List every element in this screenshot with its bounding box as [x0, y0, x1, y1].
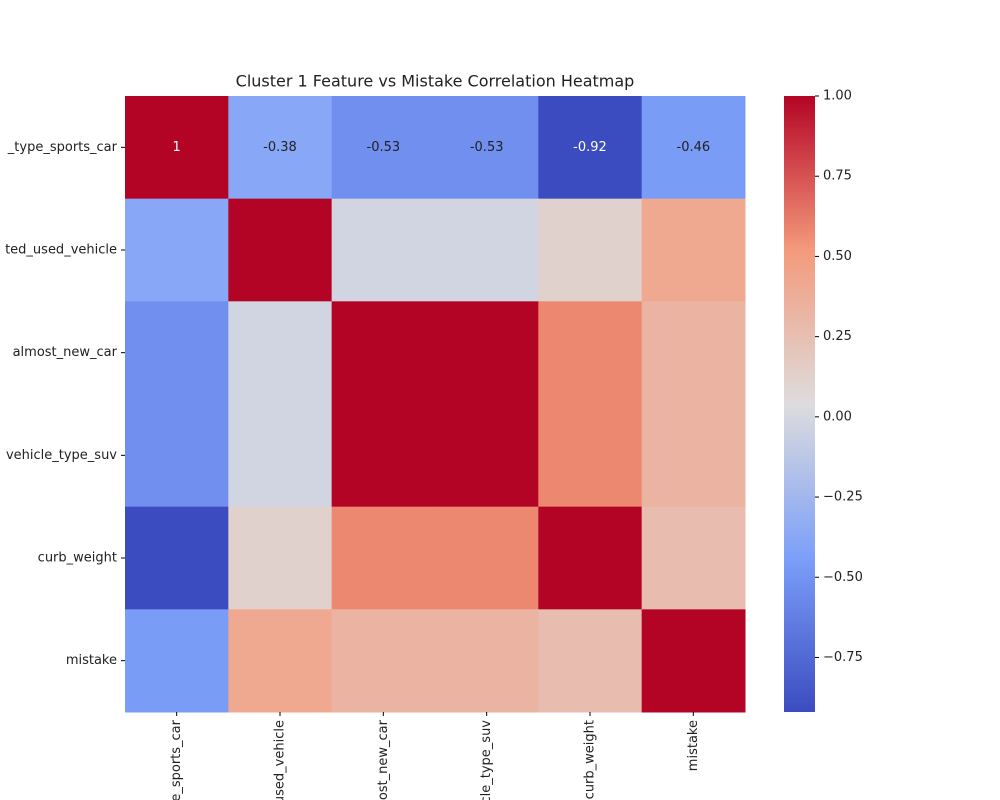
- chart-title: Cluster 1 Feature vs Mistake Correlation…: [236, 72, 635, 91]
- x-tick-label: mistake: [686, 720, 701, 771]
- heatmap-cell: [641, 96, 746, 200]
- heatmap-cell: [331, 404, 436, 508]
- heatmap-cell: [435, 301, 539, 405]
- heatmap-cell: [331, 198, 436, 302]
- heatmap-cell: [125, 301, 229, 405]
- heatmap-cell: [435, 609, 539, 713]
- x-tick-label: _type_sports_car: [169, 719, 184, 800]
- heatmap-cell: [125, 506, 229, 610]
- heatmap-cell: [435, 198, 539, 302]
- heatmap-cell: [228, 96, 333, 200]
- colorbar: [784, 96, 815, 712]
- heatmap-cell: [125, 198, 229, 302]
- heatmap-cell: [331, 609, 436, 713]
- colorbar-tick-label: 0.50: [823, 249, 852, 264]
- colorbar-tick-label: −0.50: [823, 570, 863, 585]
- heatmap-cell: [641, 506, 746, 610]
- colorbar-tick-label: 1.00: [823, 89, 852, 104]
- cell-label: -0.53: [470, 140, 504, 155]
- y-tick-label: almost_new_car: [13, 345, 118, 360]
- cell-label: -0.92: [573, 140, 607, 155]
- x-tick-label: almost_new_car: [376, 719, 391, 800]
- heatmap-cell: [228, 198, 333, 302]
- y-tick-label: mistake: [66, 653, 117, 668]
- y-tick-label: curb_weight: [38, 551, 117, 566]
- cell-label: 1: [173, 140, 181, 155]
- heatmap-cell: [538, 404, 643, 508]
- cell-label: -0.53: [367, 140, 401, 155]
- x-tick-label: curb_weight: [583, 720, 598, 799]
- y-tick-label: vehicle_type_suv: [6, 448, 117, 463]
- y-tick-label: ted_used_vehicle: [5, 243, 117, 258]
- heatmap-cell: [538, 96, 643, 200]
- colorbar-tick-label: −0.75: [823, 650, 863, 665]
- heatmap-cell: [331, 506, 436, 610]
- heatmap-cell: [435, 96, 539, 200]
- heatmap-cell: [331, 96, 436, 200]
- heatmap-cell: [435, 404, 539, 508]
- y-tick-label: _type_sports_car: [7, 140, 118, 155]
- cell-label: -0.38: [263, 140, 297, 155]
- heatmap-cell: [125, 404, 229, 508]
- heatmap-cell: [331, 301, 436, 405]
- heatmap-cell: [538, 609, 643, 713]
- heatmap-cell: [228, 506, 333, 610]
- heatmap-cell: [641, 198, 746, 302]
- heatmap-cell: [641, 404, 746, 508]
- heatmap-cell: [125, 609, 229, 713]
- colorbar-tick-label: 0.25: [823, 329, 852, 344]
- cell-label: -0.46: [677, 140, 711, 155]
- x-tick-label: vehicle_type_suv: [479, 720, 494, 800]
- heatmap-cell: [435, 506, 539, 610]
- heatmap-cell: [641, 609, 746, 713]
- heatmap-cell: [538, 506, 643, 610]
- colorbar-tick-label: −0.25: [823, 490, 863, 505]
- heatmap-cell: [228, 404, 333, 508]
- heatmap-cell: [125, 96, 229, 200]
- heatmap-cell: [228, 301, 333, 405]
- heatmap-cell: [538, 198, 643, 302]
- heatmap-cell: [538, 301, 643, 405]
- colorbar-tick-label: 0.75: [823, 169, 852, 184]
- colorbar-tick-label: 0.00: [823, 409, 852, 424]
- heatmap-cell: [641, 301, 746, 405]
- heatmap-cell: [228, 609, 333, 713]
- x-tick-label: ted_used_vehicle: [273, 720, 288, 800]
